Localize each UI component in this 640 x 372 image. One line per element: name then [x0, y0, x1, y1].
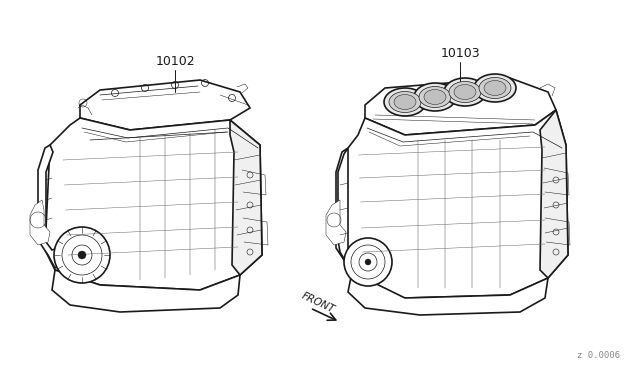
Ellipse shape	[424, 90, 446, 105]
Circle shape	[78, 251, 86, 259]
Ellipse shape	[484, 80, 506, 96]
Ellipse shape	[479, 77, 511, 99]
Polygon shape	[45, 118, 262, 290]
Polygon shape	[540, 110, 568, 278]
Polygon shape	[30, 200, 50, 245]
Polygon shape	[336, 148, 365, 288]
Polygon shape	[52, 270, 240, 312]
Ellipse shape	[384, 88, 426, 116]
Polygon shape	[348, 110, 568, 298]
Text: 10102: 10102	[155, 55, 195, 68]
Text: z 0.0006: z 0.0006	[577, 351, 620, 360]
Polygon shape	[365, 78, 556, 135]
Ellipse shape	[444, 78, 486, 106]
Ellipse shape	[394, 94, 416, 109]
Polygon shape	[326, 200, 346, 245]
Ellipse shape	[454, 84, 476, 99]
Circle shape	[365, 259, 371, 265]
Ellipse shape	[414, 83, 456, 111]
Ellipse shape	[474, 74, 516, 102]
Text: 10103: 10103	[440, 47, 480, 60]
Text: FRONT: FRONT	[300, 291, 337, 315]
Ellipse shape	[449, 81, 481, 103]
Ellipse shape	[389, 92, 421, 112]
Polygon shape	[80, 80, 250, 130]
Polygon shape	[38, 145, 60, 268]
Ellipse shape	[419, 87, 451, 108]
Polygon shape	[348, 272, 548, 315]
Circle shape	[344, 238, 392, 286]
Circle shape	[54, 227, 110, 283]
Polygon shape	[230, 120, 262, 275]
